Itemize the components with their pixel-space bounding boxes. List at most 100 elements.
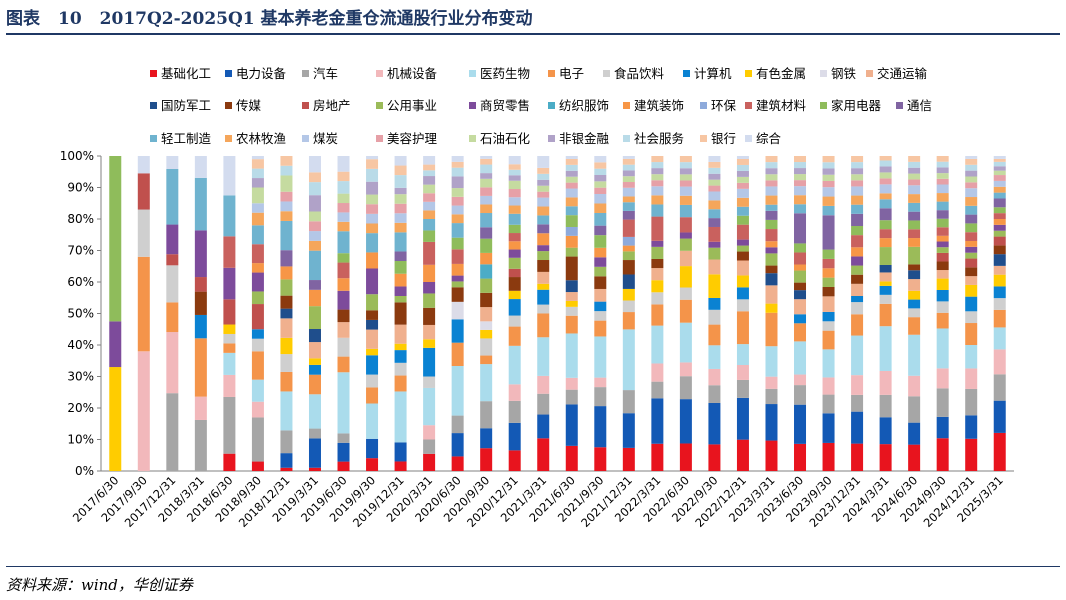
bar-segment — [480, 307, 493, 322]
bar-segment — [965, 438, 978, 471]
bar-segment — [508, 422, 521, 451]
bar-segment — [708, 259, 721, 275]
bar-segment — [622, 251, 635, 261]
bar-segment — [993, 186, 1006, 193]
bar-segment — [251, 417, 264, 462]
bar-segment — [908, 211, 921, 221]
bar-segment — [879, 199, 892, 209]
bar-stack — [908, 156, 921, 471]
legend-label: 机械设备 — [387, 66, 438, 81]
bar-segment — [736, 224, 749, 240]
bar-segment — [537, 283, 550, 290]
bar-segment — [993, 161, 1006, 167]
bar-segment — [423, 376, 436, 388]
bar-segment — [936, 312, 949, 329]
bar-segment — [451, 249, 464, 264]
bar-segment — [508, 241, 521, 250]
bar-stack — [879, 156, 892, 471]
bar-stack — [765, 156, 778, 471]
bar-segment — [908, 202, 921, 212]
bar-segment — [679, 266, 692, 288]
bar-segment — [851, 296, 864, 303]
bar-segment — [308, 231, 321, 241]
bar-segment — [565, 247, 578, 257]
bar-segment — [936, 328, 949, 369]
bar-segment — [679, 180, 692, 187]
bar-segment — [736, 311, 749, 345]
bar-segment — [651, 363, 664, 382]
bar-segment — [280, 250, 293, 267]
bar-segment — [423, 201, 436, 211]
bar-segment — [879, 264, 892, 273]
bar-segment — [651, 162, 664, 169]
legend-swatch — [302, 135, 309, 142]
bar-segment — [765, 388, 778, 405]
bar-segment — [794, 341, 807, 375]
bar-segment — [280, 175, 293, 192]
bar-segment — [423, 439, 436, 454]
bar-segment — [280, 211, 293, 221]
bar-segment — [366, 252, 379, 269]
legend-swatch — [603, 70, 610, 77]
bar-segment — [708, 368, 721, 386]
bar-segment — [651, 280, 664, 293]
legend-swatch — [150, 70, 157, 77]
bar-segment — [280, 295, 293, 309]
bar-segment — [794, 264, 807, 271]
bar-segment — [480, 204, 493, 214]
bar-segment — [908, 167, 921, 174]
bar-segment — [879, 166, 892, 173]
bar-segment — [366, 310, 379, 320]
bar-segment — [537, 224, 550, 234]
bar-segment — [565, 306, 578, 316]
bar-segment — [394, 187, 407, 195]
bar-segment — [508, 213, 521, 225]
bar-segment — [594, 301, 607, 312]
bar-segment — [822, 268, 835, 278]
legend-swatch — [700, 102, 707, 109]
bar-segment — [480, 173, 493, 179]
bar-segment — [936, 184, 949, 194]
bar-segment — [936, 388, 949, 417]
bar-segment — [594, 187, 607, 194]
bar-segment — [993, 158, 1006, 162]
bar-segment — [879, 220, 892, 230]
bar-segment — [765, 346, 778, 377]
bar-segment — [993, 349, 1006, 375]
bar-segment — [936, 218, 949, 228]
bar-stack — [736, 156, 749, 471]
bar-segment — [337, 309, 350, 323]
bar-stack — [280, 156, 293, 471]
bar-segment — [451, 176, 464, 189]
bar-segment — [223, 236, 236, 268]
bar-segment — [822, 187, 835, 197]
bar-segment — [736, 188, 749, 198]
legend-label: 非银金融 — [559, 131, 610, 146]
bar-segment — [908, 173, 921, 180]
bar-segment — [822, 156, 835, 163]
bar-segment — [565, 197, 578, 207]
legend-label: 国防军工 — [161, 98, 211, 113]
bar-segment — [394, 461, 407, 471]
bar-segment — [908, 308, 921, 318]
bar-segment — [908, 238, 921, 247]
bar-segment — [908, 229, 921, 239]
bar-segment — [794, 374, 807, 386]
y-tick-label: 20% — [67, 401, 94, 415]
bar-segment — [765, 168, 778, 175]
bar-segment — [765, 241, 778, 248]
bar-segment — [280, 191, 293, 202]
bar-segment — [366, 387, 379, 404]
legend-swatch — [150, 102, 157, 109]
bar-segment — [794, 168, 807, 175]
bar-segment — [679, 376, 692, 400]
legend-label: 钢铁 — [831, 66, 857, 81]
bar-segment — [394, 203, 407, 214]
bar-segment — [337, 290, 350, 310]
bar-segment — [137, 156, 150, 174]
bar-segment — [936, 227, 949, 236]
bar-segment — [651, 240, 664, 247]
bar-segment — [794, 290, 807, 300]
bar-segment — [337, 193, 350, 204]
bar-segment — [794, 162, 807, 169]
